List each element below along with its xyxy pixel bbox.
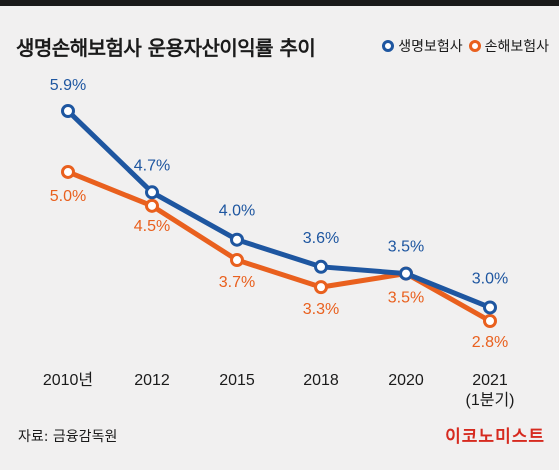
series-line-nonlife — [65, 169, 493, 324]
data-point-life-0 — [61, 104, 75, 118]
data-point-life-1 — [145, 185, 159, 200]
publisher-logo: 이코노미스트 — [445, 427, 545, 447]
data-point-life-4 — [399, 266, 413, 281]
data-label-life-3: 3.6% — [303, 230, 339, 247]
x-tick-label-0: 2010년 — [43, 371, 93, 389]
data-label-nonlife-3: 3.3% — [303, 301, 339, 318]
x-tick-label-5-line1: (1분기) — [466, 391, 515, 409]
data-label-life-0: 5.9% — [50, 77, 86, 94]
data-label-nonlife-1: 4.5% — [134, 218, 170, 235]
data-point-life-3 — [314, 259, 328, 274]
data-label-life-1: 4.7% — [134, 157, 170, 174]
legend-label-nonlife: 손해보험사 — [484, 39, 549, 55]
data-label-life-4: 3.5% — [388, 239, 424, 256]
data-label-life-5: 3.0% — [472, 270, 508, 287]
data-point-nonlife-0 — [61, 164, 75, 179]
x-tick-label-4: 2020 — [388, 372, 424, 389]
legend-marker-nonlife — [468, 40, 481, 52]
x-tick-label-1: 2012 — [134, 372, 170, 389]
data-point-life-2 — [230, 232, 244, 247]
data-label-life-2: 4.0% — [219, 203, 255, 220]
x-tick-label-2: 2015 — [219, 372, 255, 389]
data-point-nonlife-5 — [483, 314, 497, 328]
data-point-nonlife-2 — [230, 253, 244, 268]
data-label-nonlife-0: 5.0% — [50, 188, 86, 205]
legend-item-nonlife: 손해보험사 — [468, 36, 549, 56]
data-label-nonlife-4: 3.5% — [388, 290, 424, 307]
legend-marker-life — [382, 40, 395, 52]
legend-label-life: 생명보험사 — [398, 39, 463, 55]
top-bar — [0, 0, 559, 6]
x-tick-label-3: 2018 — [303, 372, 339, 389]
x-tick-label-5: 2021 — [472, 372, 508, 389]
data-label-nonlife-2: 3.7% — [219, 274, 255, 291]
legend: 생명보험사 손해보험사 — [382, 36, 549, 56]
chart-title: 생명손해보험사 운용자산이익률 추이 — [16, 36, 316, 60]
data-point-nonlife-1 — [145, 198, 159, 213]
data-label-nonlife-5: 2.8% — [472, 334, 508, 351]
source-note: 자료: 금융감독원 — [18, 429, 118, 445]
series-line-life — [65, 108, 493, 310]
legend-item-life: 생명보험사 — [382, 36, 463, 56]
data-point-nonlife-3 — [314, 280, 328, 295]
data-point-life-5 — [483, 300, 497, 315]
